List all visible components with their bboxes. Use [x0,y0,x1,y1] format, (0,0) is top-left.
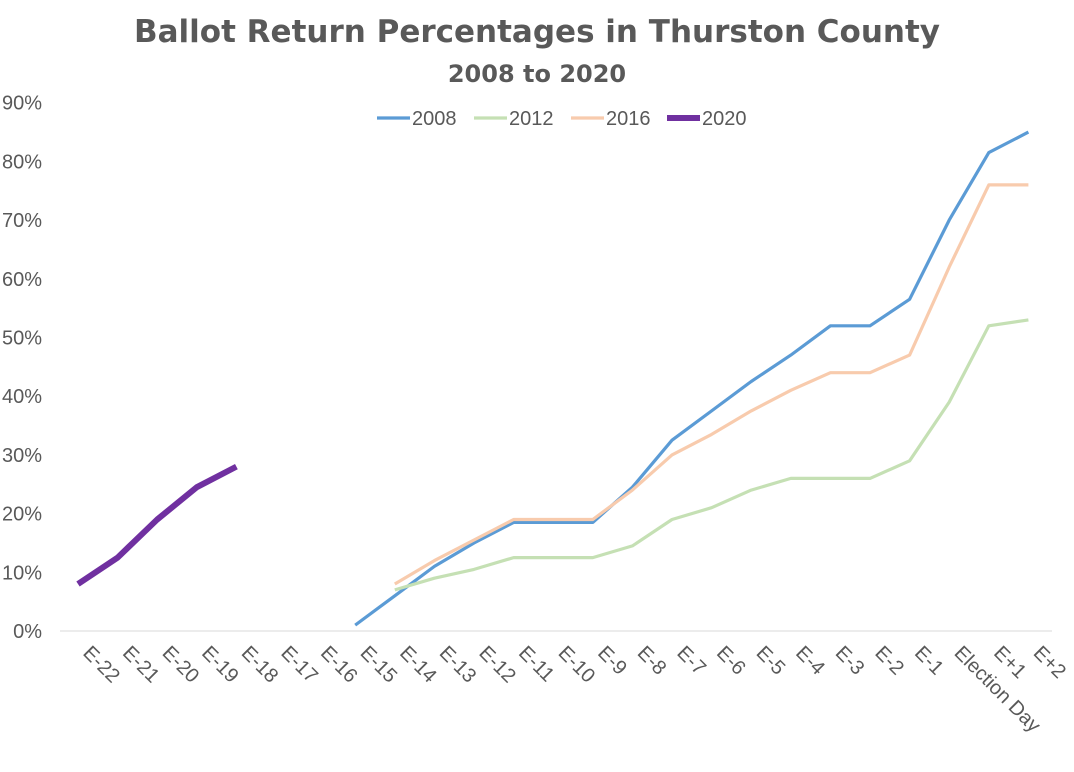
y-tick-label: 10% [2,562,42,584]
x-tick-label: E+2 [1029,642,1070,683]
legend-label-2008: 2008 [412,108,457,130]
x-tick-label: E-17 [276,642,321,687]
x-tick-label: E-2 [870,642,908,680]
legend-label-2020: 2020 [702,108,747,130]
legend-label-2012: 2012 [509,108,554,130]
y-tick-label: 80% [2,151,42,173]
series-line-2020 [76,463,238,587]
y-tick-label: 50% [2,328,42,350]
y-tick-label: 70% [2,210,42,232]
x-tick-label: E-9 [593,642,631,680]
x-tick-label: E-18 [237,642,282,687]
x-tick-label: E-14 [395,642,440,687]
x-tick-label: E-21 [118,642,163,687]
x-tick-label: E-20 [158,642,203,687]
y-tick-label: 40% [2,386,42,408]
x-tick-label: E-10 [554,642,599,687]
legend-label-2016: 2016 [606,108,651,130]
series-line-2012 [394,318,1029,592]
series-line-2016 [393,183,1029,586]
x-tick-label: E-5 [752,642,790,680]
x-tick-label: E-13 [435,642,480,687]
y-tick-label: 30% [2,445,42,467]
x-tick-label: E-22 [78,642,123,687]
x-tick-label: E-3 [831,642,869,680]
x-tick-label: E-12 [474,642,519,687]
x-tick-label: E-6 [712,642,750,680]
x-tick-label: E-4 [791,642,829,680]
x-tick-label: E-1 [910,642,948,680]
x-tick-label: E-7 [672,642,710,680]
y-tick-label: 60% [2,269,42,291]
x-tick-label: E-11 [514,642,558,686]
y-tick-label: 90% [2,93,42,115]
y-tick-label: 0% [13,621,42,643]
chart-subtitle: 2008 to 2020 [447,60,627,88]
chart-title: Ballot Return Percentages in Thurston Co… [133,14,941,50]
series-line-2008 [354,130,1030,627]
x-tick-label: E-16 [316,642,361,687]
x-tick-label: E-15 [356,642,401,687]
x-tick-label: E-8 [633,642,671,680]
y-tick-label: 20% [2,504,42,526]
x-tick-label: E-19 [197,642,242,687]
